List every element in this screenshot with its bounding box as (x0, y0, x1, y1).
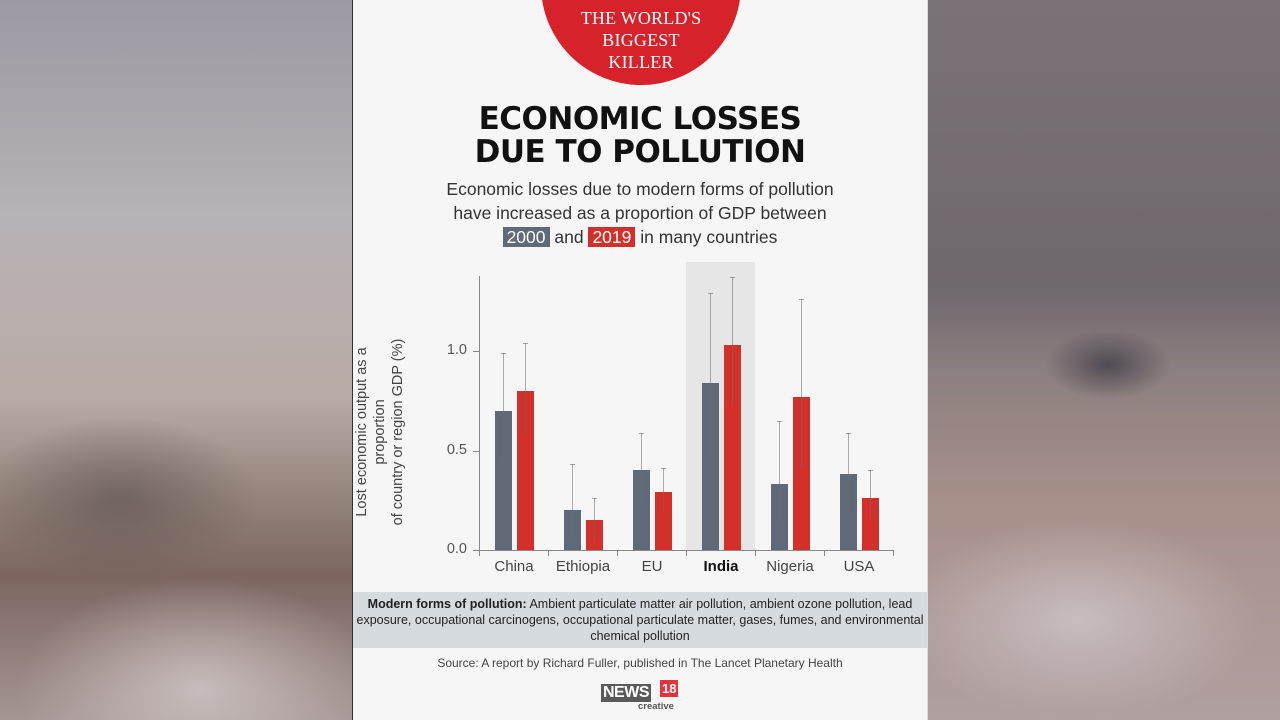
bar-2019-usa (862, 498, 879, 550)
y-axis (479, 276, 480, 552)
bar-2000-india (702, 382, 719, 550)
subtitle-line-2: have increased as a proportion of GDP be… (453, 203, 827, 223)
subtitle: Economic losses due to modern forms of p… (353, 177, 927, 249)
x-tick (755, 550, 756, 556)
y-tick-label: 1.0 (446, 342, 467, 358)
badge-line-1: THE WORLD'S (580, 8, 702, 28)
subtitle-line-3: 2000 and 2019 in many countries (353, 225, 927, 249)
infographic-panel: THE WORLD'S BIGGEST KILLER ECONOMIC LOSS… (352, 0, 928, 720)
x-tick (479, 550, 480, 556)
error-cap (868, 470, 873, 472)
bar-2019-nigeria (793, 396, 810, 550)
error-cap (799, 299, 804, 301)
page-title: ECONOMIC LOSSES DUE TO POLLUTION (353, 103, 927, 169)
error-bar (663, 468, 664, 513)
subtitle-connector: and (554, 227, 584, 247)
note-text: Ambient particulate matter air pollution… (356, 597, 924, 643)
x-label-usa: USA (843, 558, 875, 575)
error-bar (594, 498, 595, 543)
news18-logo: NEWS 18 creative (601, 680, 685, 714)
badge-line-2: BIGGEST (602, 30, 680, 50)
error-bar (732, 277, 733, 407)
error-cap (661, 468, 666, 470)
error-cap (730, 277, 735, 279)
title-line-2: DUE TO POLLUTION (474, 134, 806, 170)
background-photo-right (928, 0, 1280, 720)
subtitle-line-1: Economic losses due to modern forms of p… (446, 179, 834, 199)
error-bar (572, 464, 573, 537)
y-tick-label: 0.0 (446, 541, 467, 557)
bar-2019-eu (655, 492, 672, 550)
error-cap (592, 498, 597, 500)
y-tick (473, 550, 479, 551)
error-cap (708, 293, 713, 295)
y-tick (473, 351, 479, 352)
error-cap (777, 420, 782, 422)
background-photo-left (0, 0, 352, 720)
logo-number: 18 (660, 680, 679, 697)
legend-chip-2019: 2019 (588, 227, 636, 247)
bar-2000-eu (633, 470, 650, 550)
legend-chip-2000: 2000 (502, 227, 550, 247)
bar-2000-china (495, 410, 512, 550)
y-tick-label: 0.5 (446, 441, 467, 458)
error-bar (710, 293, 711, 457)
error-cap (523, 343, 528, 345)
badge-line-3: KILLER (608, 52, 674, 72)
x-tick (686, 550, 687, 556)
bar-2000-usa (840, 474, 857, 550)
title-line-1: ECONOMIC LOSSES (478, 101, 802, 137)
x-label-india: India (703, 558, 739, 575)
logo-tag: creative (638, 701, 674, 712)
error-cap (639, 432, 644, 434)
error-bar (801, 299, 802, 469)
x-tick (617, 550, 618, 556)
note-label: Modern forms of pollution: (367, 597, 527, 611)
killer-badge: THE WORLD'S BIGGEST KILLER (541, 0, 741, 85)
bar-chart: 0.0 0.5 1.0 China Ethiopia EU India Nigeria USA (353, 0, 927, 600)
error-bar (525, 343, 526, 433)
source-credit: Source: A report by Richard Fuller, publ… (437, 656, 843, 670)
x-tick (824, 550, 825, 556)
error-cap (501, 352, 506, 354)
error-bar (503, 352, 504, 463)
x-label-ethiopia: Ethiopia (555, 558, 611, 575)
x-tick (893, 550, 894, 556)
y-tick (473, 450, 479, 452)
subtitle-tail: in many countries (640, 227, 778, 247)
bar-2019-india (724, 345, 741, 550)
logo-word: NEWS (601, 684, 651, 702)
x-tick (548, 550, 549, 556)
error-bar (779, 420, 780, 525)
x-label-eu: EU (641, 558, 663, 575)
error-bar (641, 432, 642, 505)
x-label-nigeria: Nigeria (766, 558, 814, 575)
highlight-band (686, 262, 755, 550)
error-bar (848, 432, 849, 513)
x-label-china: China (494, 558, 534, 575)
error-bar (870, 470, 871, 521)
bar-2019-china (517, 390, 534, 550)
error-cap (846, 432, 851, 434)
error-cap (570, 464, 575, 466)
pollution-definition-note: Modern forms of pollution: Ambient parti… (353, 592, 927, 648)
